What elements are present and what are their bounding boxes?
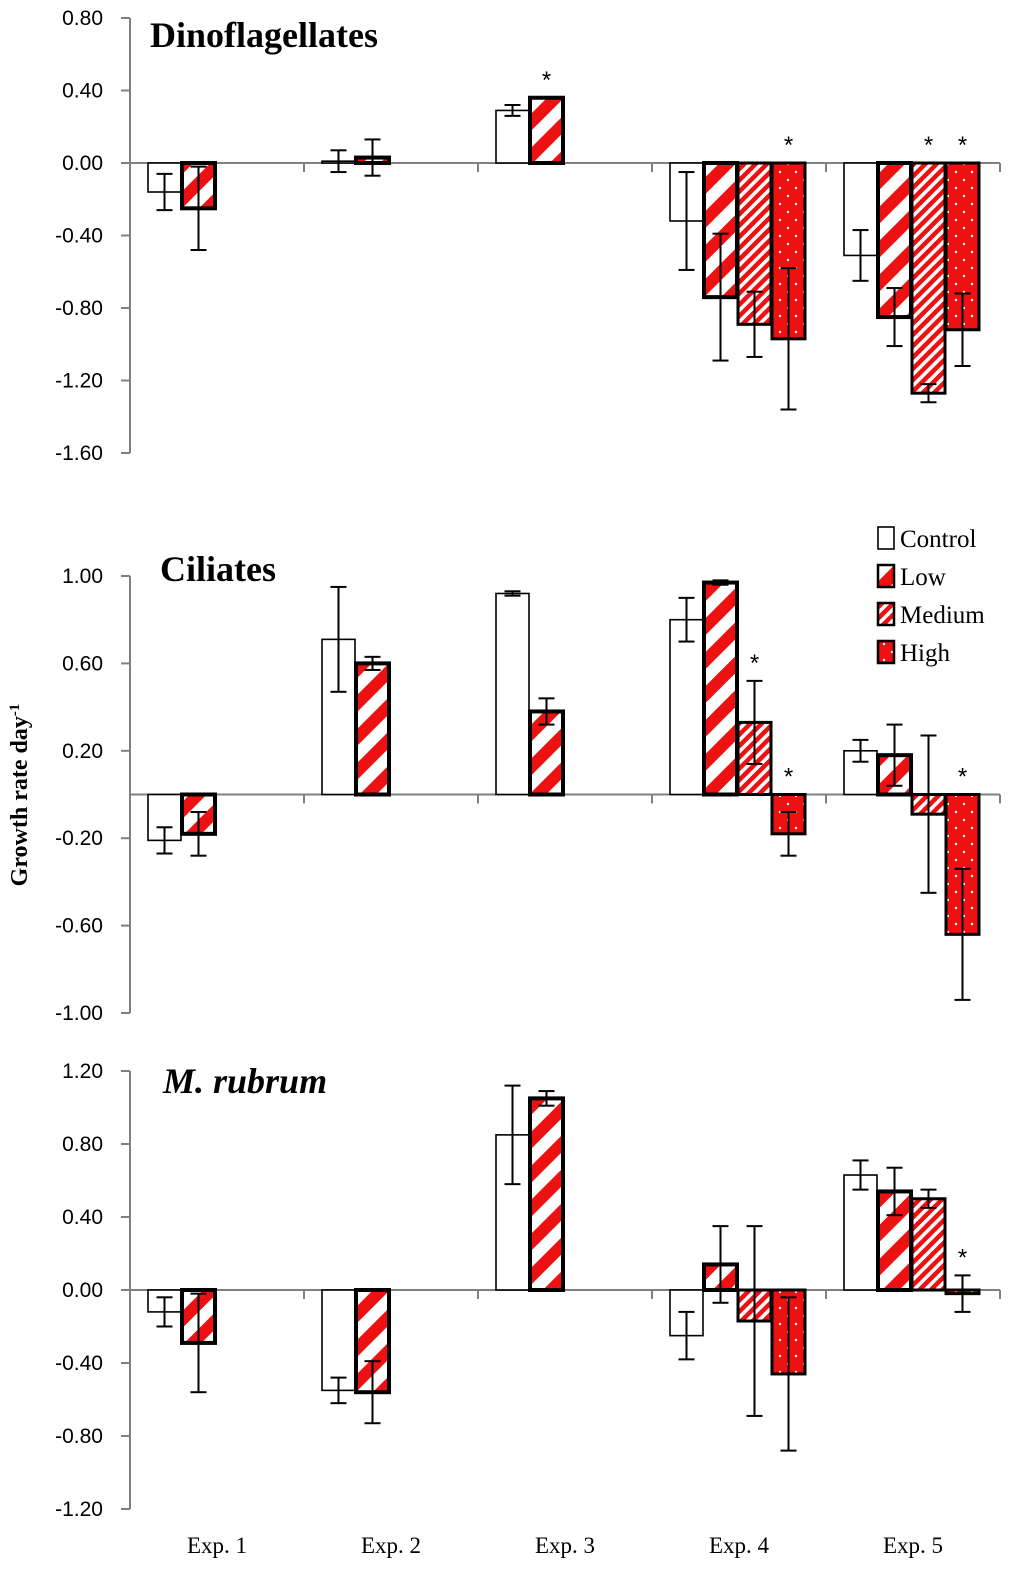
y-tick-label: 1.00 [62, 565, 103, 588]
y-tick-label: 1.20 [62, 1060, 103, 1083]
y-tick-label: -1.00 [55, 1002, 103, 1025]
bar-medium-5 [910, 1197, 947, 1292]
x-category-label: Exp. 4 [709, 1533, 770, 1558]
panel-dinoflagellates: 0.80 0.40 0.00 -0.40 -0.80 -1.20 -1.60 Dinoflag… [55, 7, 1001, 465]
legend: Control Low Medium High [876, 526, 985, 667]
bar-low-4 [702, 580, 739, 797]
significance-marker: * [958, 132, 967, 159]
y-tick-label: -0.40 [55, 1352, 103, 1375]
panel-title: M. rubrum [162, 1061, 327, 1101]
legend-swatch-high [876, 639, 896, 665]
y-tick-label: -0.80 [55, 1425, 103, 1448]
y-tick-label: 0.00 [62, 152, 103, 175]
x-axis-category-labels: Exp. 1 Exp. 2 Exp. 3 Exp. 4 Exp. 5 [187, 1533, 943, 1558]
y-tick-label: 0.60 [62, 652, 103, 675]
panel-ciliates: 1.00 0.60 0.20 -0.20 -0.60 -1.00 Ciliates * * * [55, 549, 1001, 1025]
significance-marker: * [958, 764, 967, 791]
y-tick-label: -0.20 [55, 827, 103, 850]
bar-control-4 [669, 618, 704, 796]
significance-marker: * [784, 764, 793, 791]
y-tick-label: 0.20 [62, 740, 103, 763]
x-category-label: Exp. 2 [361, 1533, 421, 1558]
panel-m-rubrum: 1.20 0.80 0.40 0.00 -0.40 -0.80 -1.20 M. rubrum… [55, 1060, 1001, 1521]
y-tick-label: -0.60 [55, 915, 103, 938]
legend-swatch-low [876, 563, 896, 589]
y-tick-label: -1.60 [55, 442, 103, 465]
y-tick-label: -0.40 [55, 225, 103, 248]
y-axis-title-superscript: -1 [7, 704, 23, 717]
legend-swatch-medium [876, 601, 896, 627]
bar-medium-5 [910, 161, 947, 395]
y-tick-label: 0.00 [62, 1279, 103, 1302]
legend-swatch-control [877, 526, 895, 550]
bar-low-3 [528, 1096, 565, 1292]
bar-control-3 [495, 592, 530, 796]
bar-control-2 [321, 1289, 356, 1392]
y-axis-title-main: Growth rate day [7, 716, 33, 886]
y-tick-label: 0.80 [62, 1133, 103, 1156]
y-tick-label: 0.80 [62, 7, 103, 30]
significance-marker: * [750, 650, 759, 677]
significance-marker: * [784, 132, 793, 159]
y-tick-label: -1.20 [55, 370, 103, 393]
legend-label-high: High [900, 640, 951, 667]
significance-marker: * [924, 132, 933, 159]
y-tick-label: 0.40 [62, 1206, 103, 1229]
y-tick-label: -1.20 [55, 1498, 103, 1521]
x-category-label: Exp. 3 [535, 1533, 595, 1558]
legend-label-control: Control [900, 526, 976, 553]
y-tick-label: -0.80 [55, 297, 103, 320]
y-tick-label: 0.40 [62, 80, 103, 103]
panel-title: Ciliates [160, 549, 276, 589]
bar-low-3 [528, 95, 565, 165]
bar-control-3 [495, 109, 530, 164]
bar-low-2 [354, 661, 391, 797]
significance-marker: * [958, 1244, 967, 1271]
x-category-label: Exp. 5 [883, 1533, 943, 1558]
bar-control-5 [843, 1174, 878, 1291]
legend-label-low: Low [900, 564, 946, 591]
y-axis-title: Growth rate day-1 [7, 704, 33, 887]
significance-marker: * [542, 67, 551, 94]
legend-label-medium: Medium [900, 602, 985, 629]
panel-title: Dinoflagellates [150, 15, 378, 55]
x-category-label: Exp. 1 [187, 1533, 247, 1558]
